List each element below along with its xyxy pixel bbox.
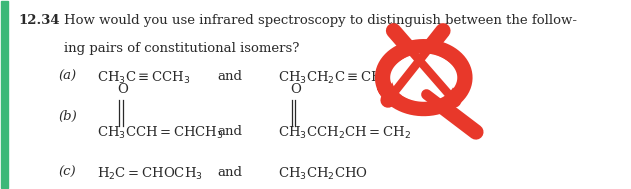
Text: CH$_3$CH$_2$C$\equiv$CH: CH$_3$CH$_2$C$\equiv$CH: [278, 70, 384, 86]
Text: and: and: [218, 70, 243, 83]
Text: How would you use infrared spectroscopy to distinguish between the follow-: How would you use infrared spectroscopy …: [64, 14, 577, 27]
Text: (b): (b): [59, 109, 77, 122]
Text: O: O: [118, 83, 129, 96]
Text: CH$_3$C$\equiv$CCH$_3$: CH$_3$C$\equiv$CCH$_3$: [97, 70, 191, 86]
Polygon shape: [392, 54, 455, 101]
Text: 12.34: 12.34: [19, 14, 61, 27]
Text: and: and: [218, 166, 243, 179]
Text: CH$_3$CCH$_2$CH$=$CH$_2$: CH$_3$CCH$_2$CH$=$CH$_2$: [278, 125, 411, 141]
Text: (c): (c): [59, 166, 76, 179]
Text: CH$_3$CH$_2$CHO: CH$_3$CH$_2$CHO: [278, 166, 368, 182]
Text: H$_2$C$=$CHOCH$_3$: H$_2$C$=$CHOCH$_3$: [97, 166, 203, 182]
Text: ing pairs of constitutional isomers?: ing pairs of constitutional isomers?: [64, 42, 299, 55]
Text: (a): (a): [59, 70, 76, 83]
Text: CH$_3$CCH$=$CHCH$_3$: CH$_3$CCH$=$CHCH$_3$: [97, 125, 223, 141]
Text: and: and: [218, 125, 243, 138]
Text: O: O: [290, 83, 301, 96]
Bar: [1, 1, 8, 188]
